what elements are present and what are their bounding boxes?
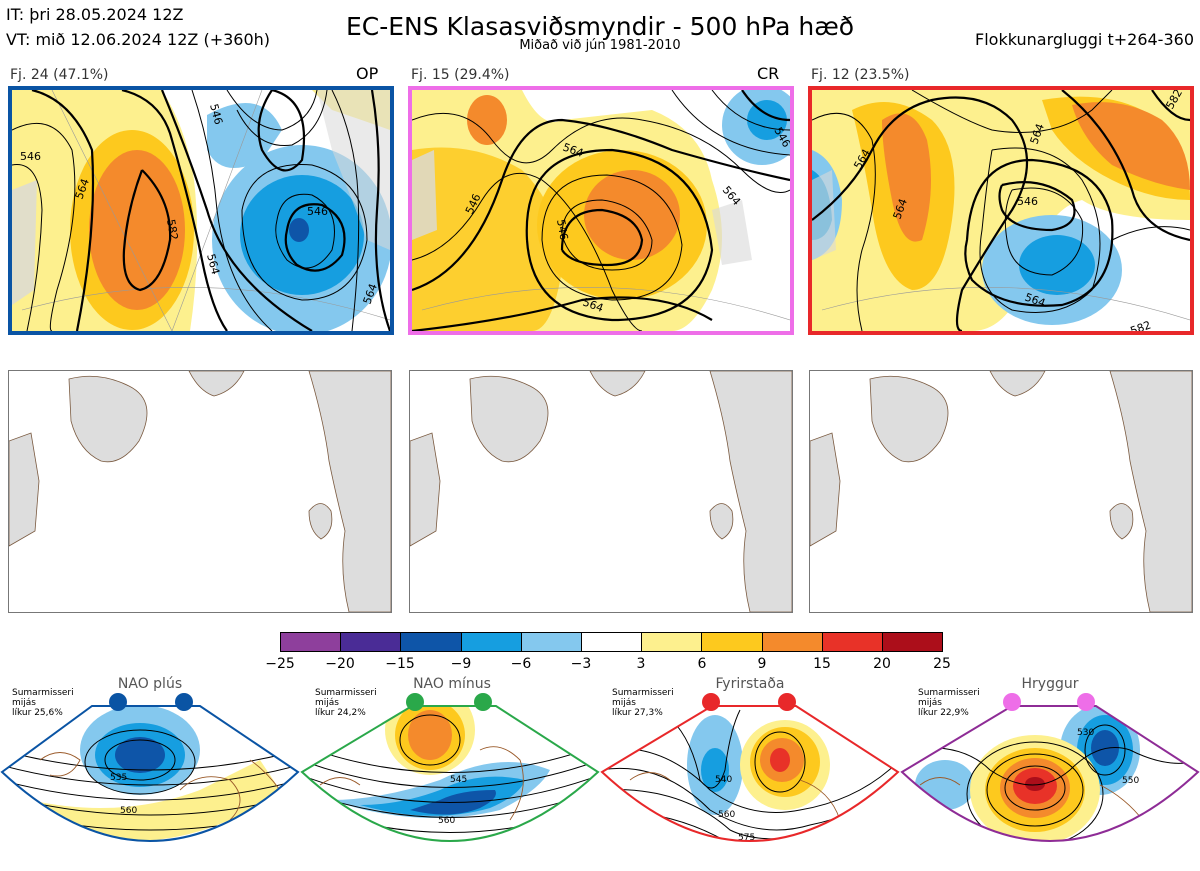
regime-3-map: 540 560 575	[600, 705, 900, 843]
empty-map-3	[809, 370, 1193, 613]
contour-label: 546	[307, 205, 328, 218]
empty-map-1	[8, 370, 392, 613]
contour-label: 564	[204, 252, 222, 276]
colorbar-cell	[281, 633, 342, 651]
cluster-2-label: Fj. 15 (29.4%)	[411, 67, 510, 83]
regime-4-map: 530 550 575	[900, 705, 1200, 851]
cluster-window: Flokkunargluggi t+264-360	[975, 30, 1194, 49]
contour-label: 546	[207, 102, 225, 126]
colorbar-cell	[702, 633, 763, 651]
colorbar-cell	[461, 633, 522, 651]
regime-4-text: Sumarmisseri mijás líkur 22,9%	[918, 688, 980, 718]
colorbar-cell	[822, 633, 883, 651]
colorbar-cell	[521, 633, 582, 651]
regime-2-text: Sumarmisseri mijás líkur 24,2%	[315, 688, 377, 718]
contour-label: 575	[738, 833, 755, 843]
colorbar-tick: 25	[933, 656, 951, 672]
colorbar-cell	[882, 633, 943, 651]
regime-4-dot	[1077, 693, 1095, 711]
colorbar-tick: −15	[385, 656, 415, 672]
cluster-1-label: Fj. 24 (47.1%)	[10, 67, 109, 83]
colorbar-cell	[642, 633, 703, 651]
contour-label: 575	[448, 850, 465, 860]
colorbar-tick: −6	[510, 656, 532, 672]
cluster-3-map: 564 564 546 564 564 582 582	[808, 86, 1194, 335]
regime-3-name: Fyrirstaða	[715, 676, 785, 692]
contour-label: 550	[1122, 776, 1139, 786]
contour-label: 545	[450, 775, 467, 785]
contour-label: 560	[120, 806, 137, 816]
cluster-1-tag: OP	[356, 64, 379, 83]
contour-label: 575	[1092, 841, 1109, 851]
colorbar-tick: −25	[265, 656, 295, 672]
contour-label: 582	[164, 218, 180, 241]
contour-label: 535	[110, 773, 127, 783]
contour-label: 530	[1077, 728, 1094, 738]
contour-label: 546	[554, 218, 570, 241]
colorbar-cell	[762, 633, 823, 651]
regime-3-text: Sumarmisseri mijás líkur 27,3%	[612, 688, 674, 718]
colorbar-tick: 9	[757, 656, 767, 672]
colorbar-tick: 15	[813, 656, 831, 672]
regime-2-dot	[406, 693, 424, 711]
cluster-2-map: 546 564 546 564 564 546	[408, 86, 794, 335]
regime-1-dot	[109, 693, 127, 711]
regime-3-dot	[778, 693, 796, 711]
empty-map-2	[409, 370, 793, 613]
colorbar-cell	[401, 633, 462, 651]
page-subtitle: Miðað við jún 1981-2010	[519, 38, 681, 53]
contour-label: 540	[715, 775, 732, 785]
regime-2-dot	[474, 693, 492, 711]
valid-time: VT: mið 12.06.2024 12Z (+360h)	[6, 30, 271, 49]
contour-label: 546	[1017, 195, 1038, 208]
colorbar-cell	[581, 633, 643, 651]
regime-1-name: NAO plús	[117, 676, 183, 692]
colorbar	[280, 632, 943, 652]
contour-label: 546	[20, 150, 41, 163]
page-title: EC-ENS Klasasviðsmyndir - 500 hPa hæð	[345, 12, 855, 41]
colorbar-tick: −3	[570, 656, 592, 672]
contour-label: 560	[438, 816, 455, 826]
colorbar-tick: 6	[697, 656, 707, 672]
regime-4-dot	[1003, 693, 1021, 711]
cluster-3-label: Fj. 12 (23.5%)	[811, 67, 910, 83]
regime-1-map: 535 560	[0, 705, 300, 842]
cluster-2-tag: CR	[757, 64, 780, 83]
colorbar-tick: −20	[325, 656, 355, 672]
regime-3-dot	[702, 693, 720, 711]
colorbar-tick: −9	[450, 656, 472, 672]
colorbar-cell	[341, 633, 402, 651]
regime-4-name: Hryggur	[1021, 676, 1079, 692]
colorbar-tick: 3	[636, 656, 646, 672]
regime-2-name: NAO mínus	[413, 676, 491, 692]
contour-label: 560	[718, 810, 735, 820]
regime-1-text: Sumarmisseri mijás líkur 25,6%	[12, 688, 74, 718]
regime-1-dot	[175, 693, 193, 711]
initial-time: IT: þri 28.05.2024 12Z	[6, 5, 184, 24]
cluster-1-map: 546 564 582 564 546 546 564	[8, 86, 394, 335]
regime-2-map: 545 560 575	[300, 705, 600, 860]
colorbar-tick: 20	[873, 656, 891, 672]
